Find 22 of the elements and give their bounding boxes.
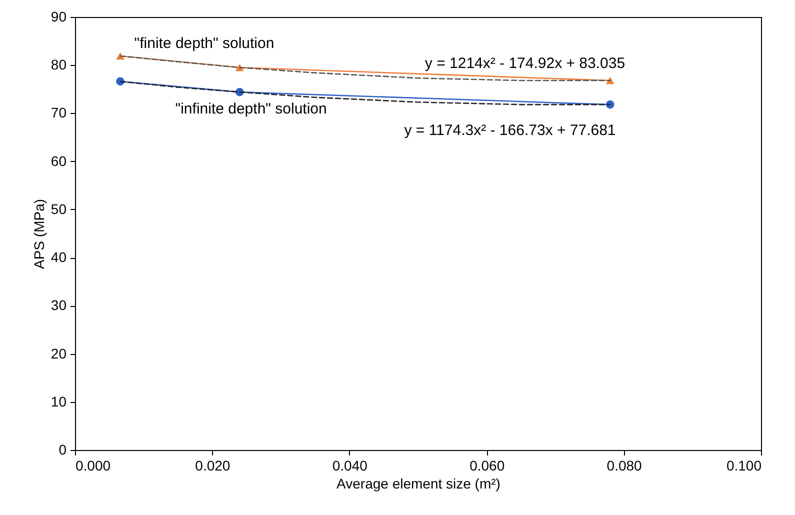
- y-tick-label: 50: [50, 200, 67, 217]
- annotation: y = 1214x² - 174.92x + 83.035: [424, 55, 626, 72]
- y-axis-title: APS (MPa): [30, 198, 47, 270]
- x-tick-label: 0.060: [470, 458, 505, 474]
- y-tick-label: 0: [58, 442, 67, 458]
- x-tick-label: 0.040: [332, 458, 368, 474]
- x-tick-label: 0.000: [76, 458, 111, 474]
- series-label: "finite depth" solution: [134, 34, 274, 52]
- series-label: "infinite depth" solution: [175, 100, 327, 118]
- y-tick-label: 20: [50, 345, 67, 362]
- x-axis-title: Average element size (m²): [336, 476, 500, 492]
- y-tick-label: 80: [50, 56, 67, 73]
- y-tick-label: 70: [50, 104, 67, 121]
- x-tick-label: 0.080: [606, 458, 642, 474]
- y-tick-label: 30: [50, 297, 67, 314]
- annotation: y = 1174.3x² - 166.73x + 77.681: [404, 122, 616, 139]
- y-tick-label: 60: [50, 152, 67, 169]
- y-tick-label: 40: [50, 249, 67, 266]
- x-tick-label: 0.020: [195, 458, 230, 474]
- y-tick-label: 90: [50, 8, 67, 24]
- y-tick-label: 10: [50, 393, 67, 410]
- x-tick-label: 0.100: [726, 458, 762, 474]
